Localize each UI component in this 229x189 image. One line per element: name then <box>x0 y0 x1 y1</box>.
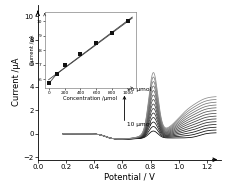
Text: 10 μmol: 10 μmol <box>127 122 150 127</box>
Point <box>48 81 51 84</box>
Point <box>63 63 66 66</box>
Point <box>95 41 98 44</box>
X-axis label: Potential / V: Potential / V <box>104 173 155 182</box>
Y-axis label: Current /μA: Current /μA <box>30 35 35 65</box>
X-axis label: Concentration /μmol: Concentration /μmol <box>63 96 117 101</box>
Text: 90 μmol: 90 μmol <box>127 87 151 92</box>
Y-axis label: Current /μA: Current /μA <box>12 58 21 106</box>
Point <box>111 32 114 35</box>
Point <box>126 19 130 22</box>
Point <box>55 73 58 76</box>
Point <box>79 52 82 55</box>
